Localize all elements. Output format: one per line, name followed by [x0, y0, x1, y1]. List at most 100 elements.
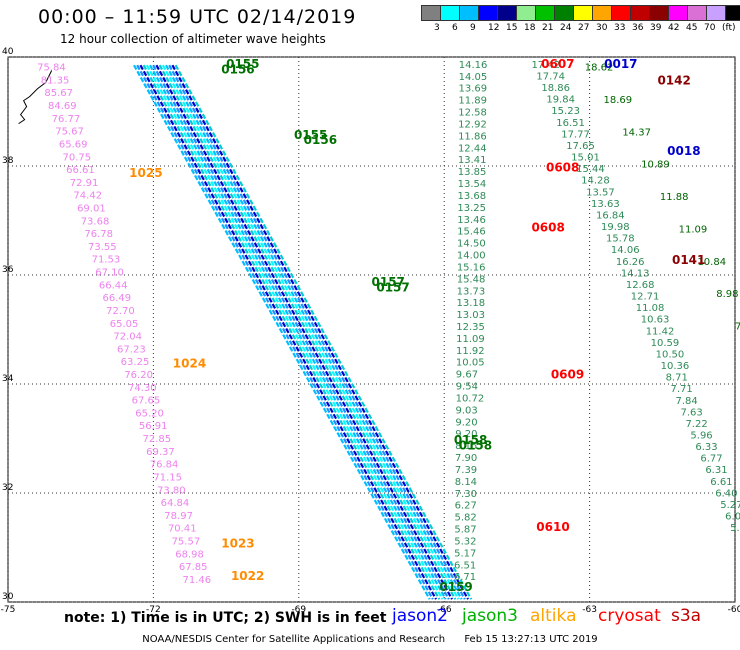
swh-value-label: 5.96	[690, 431, 712, 442]
swh-value-label: 13.18	[456, 298, 485, 309]
pass-time-label: 0155	[226, 57, 259, 71]
swh-value-label: 76.20	[124, 370, 153, 381]
swh-value-label: 7.30	[455, 489, 477, 500]
swh-value-label: 7.1	[735, 322, 740, 333]
swh-value-label: 10.63	[641, 315, 670, 326]
swath-track-line	[136, 64, 434, 600]
y-tick-label: 38	[2, 156, 14, 166]
pass-time-label: 0607	[541, 57, 574, 71]
swh-value-label: 13.63	[591, 199, 620, 210]
swh-value-label: 73.80	[157, 485, 186, 496]
swh-value-label: 17.74	[536, 71, 565, 82]
swh-value-label: 14.06	[611, 245, 640, 256]
pass-time-label: 0608	[531, 220, 564, 234]
pass-time-label: 0141	[672, 253, 705, 267]
swh-value-label: 76.77	[52, 114, 81, 125]
swh-value-label: 66.44	[99, 280, 128, 291]
swh-value-label: 7.22	[685, 419, 707, 430]
swh-value-label: 6.40	[715, 488, 737, 499]
footer: NOAA/NESDIS Center for Satellite Applica…	[0, 634, 740, 645]
swh-value-label: 14.50	[457, 239, 486, 250]
swh-value-label: 15.44	[576, 164, 605, 175]
swh-value-label: 12.58	[458, 108, 487, 119]
scale-swatch	[725, 5, 740, 21]
swh-value-label: 13.68	[458, 191, 487, 202]
swh-value-label: 67.10	[95, 268, 124, 279]
swh-value-label: 19.98	[601, 222, 630, 233]
swh-value-label: 17.65	[566, 141, 595, 152]
swh-value-label: 13.54	[458, 179, 487, 190]
scale-label: 45	[686, 23, 698, 33]
x-tick-label: -60	[728, 605, 740, 615]
swh-value-label: 18.86	[541, 83, 570, 94]
swath-track-line	[142, 64, 441, 600]
swh-value-label: 12.44	[458, 143, 487, 154]
pass-time-label: 0608	[546, 160, 579, 174]
pass-time-label: 1022	[231, 569, 264, 583]
scale-label: 42	[668, 23, 680, 33]
swh-value-label: 12.92	[458, 119, 487, 130]
swh-value-label: 5.82	[454, 513, 476, 524]
swath-track-line	[174, 64, 473, 600]
swh-value-label: 5.3	[730, 523, 740, 534]
swh-value-label: 13.25	[457, 203, 486, 214]
swh-value-label: 5.32	[454, 536, 476, 547]
swh-value-label: 8.15	[455, 441, 477, 452]
swh-value-label: 19.84	[546, 95, 575, 106]
swh-value-label: 72.04	[113, 332, 142, 343]
swh-value-label: 10.05	[456, 358, 485, 369]
swh-value-label: 14.28	[581, 176, 610, 187]
pass-time-label: 0155	[294, 128, 327, 142]
scale-label: 18	[524, 23, 536, 33]
swh-value-label: 14.16	[459, 60, 488, 71]
x-tick-label: -63	[582, 605, 597, 615]
pass-time-label: 0156	[304, 133, 337, 147]
swath-track-line	[149, 64, 447, 600]
swh-value-label: 6.71	[454, 572, 476, 583]
swh-value-label: 15.16	[457, 262, 486, 273]
scale-label: 70	[704, 23, 716, 33]
swath-track-line	[168, 64, 466, 600]
x-tick-label: -75	[1, 605, 16, 615]
swh-value-label: 5.87	[454, 525, 476, 536]
x-tick-label: -69	[291, 605, 306, 615]
swh-value-label: 5.17	[454, 548, 476, 559]
swh-value-label: 12.35	[456, 322, 485, 333]
swh-value-label: 13.69	[459, 84, 488, 95]
swh-value-label: 11.88	[660, 192, 689, 203]
swh-value-label: 78.97	[164, 511, 193, 522]
swath-track-line	[145, 64, 444, 600]
swh-value-label: 13.46	[457, 215, 486, 226]
legend-jason3: jason3	[462, 606, 518, 626]
pass-time-label: 1023	[221, 537, 254, 551]
swh-value-label: 6.51	[454, 560, 476, 571]
pass-time-label: 1024	[173, 357, 206, 371]
swh-value-label: 63.25	[121, 357, 150, 368]
swh-value-label: 16.26	[616, 257, 645, 268]
swh-value-label: 14.05	[459, 72, 488, 83]
scale-label: 15	[506, 23, 518, 33]
swath-track-line	[139, 64, 438, 600]
scale-label: 33	[614, 23, 626, 33]
swath-track-line	[165, 64, 463, 600]
coastline	[18, 70, 53, 125]
swh-value-label: 14.00	[457, 251, 486, 262]
color-scale-bar	[421, 5, 740, 21]
swh-value-label: 75.67	[55, 127, 84, 138]
swath-track-line	[152, 64, 450, 600]
swh-value-label: 67.65	[132, 396, 161, 407]
y-tick-label: 36	[2, 265, 14, 275]
swh-value-label: 15.23	[551, 106, 580, 117]
swh-value-label: 18.62	[585, 63, 614, 74]
swh-value-label: 68.98	[175, 549, 204, 560]
swath-track-line	[161, 64, 460, 600]
pass-time-label: 0157	[376, 280, 409, 294]
swh-value-label: 72.91	[70, 178, 99, 189]
pass-time-label: 0610	[536, 520, 569, 534]
swath-track-line	[171, 64, 470, 600]
swh-value-label: 65.05	[110, 319, 139, 330]
swh-value-label: 67.85	[179, 562, 208, 573]
swh-value-label: 6.31	[705, 465, 727, 476]
swh-value-label: 9.20	[455, 429, 477, 440]
swh-value-label: 64.84	[161, 498, 190, 509]
